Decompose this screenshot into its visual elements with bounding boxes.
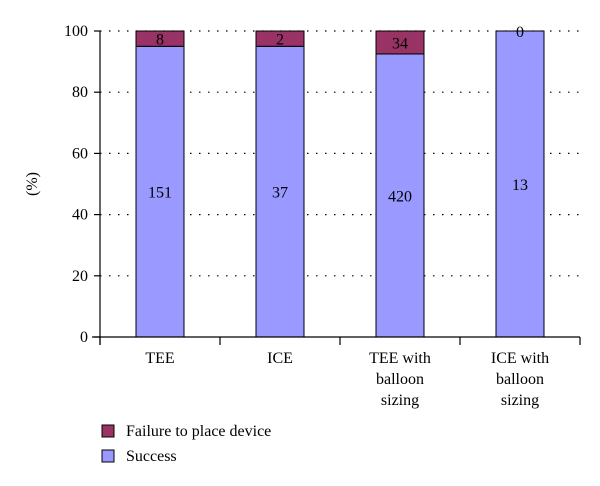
data-label: 8 <box>156 32 164 49</box>
y-tick-label: 100 <box>64 23 88 40</box>
legend-label: Failure to place device <box>126 423 271 440</box>
bar-success-2 <box>375 53 425 338</box>
legend-swatch-failure-to-place-device <box>101 424 115 438</box>
legend: Failure to place device Success <box>101 423 271 465</box>
bar-failure-to-place-device-0 <box>135 30 185 47</box>
y-tick-label: 0 <box>80 329 88 346</box>
x-tick-label: TEE with balloon sizing <box>369 350 431 409</box>
data-label: 37 <box>272 185 288 202</box>
y-tick-label: 40 <box>72 207 88 224</box>
bars <box>135 30 545 338</box>
x-tick-label: ICE with balloon sizing <box>491 350 549 409</box>
data-label: 151 <box>148 185 172 202</box>
data-label: 34 <box>392 35 408 52</box>
y-tick-label: 20 <box>72 268 88 285</box>
legend-label: Success <box>126 448 177 465</box>
y-axis-title: (%) <box>24 172 41 196</box>
axes <box>92 30 581 345</box>
x-tick-label: ICE <box>267 350 293 367</box>
bar-failure-to-place-device-1 <box>255 30 305 47</box>
data-label: 2 <box>276 32 284 49</box>
bar-failure-to-place-device-2 <box>375 30 425 55</box>
data-label: 0 <box>516 24 524 41</box>
data-label: 13 <box>512 177 528 194</box>
y-tick-label: 60 <box>72 145 88 162</box>
labels: 151 8 37 2 420 34 13 0 0 20 40 60 80 100 TEE ICE TEE wit… <box>24 23 549 409</box>
legend-swatch-success <box>101 449 115 463</box>
data-label: 420 <box>388 188 412 205</box>
bar-success-0 <box>135 45 185 338</box>
y-tick-label: 80 <box>72 84 88 101</box>
x-tick-label: TEE <box>145 350 174 367</box>
